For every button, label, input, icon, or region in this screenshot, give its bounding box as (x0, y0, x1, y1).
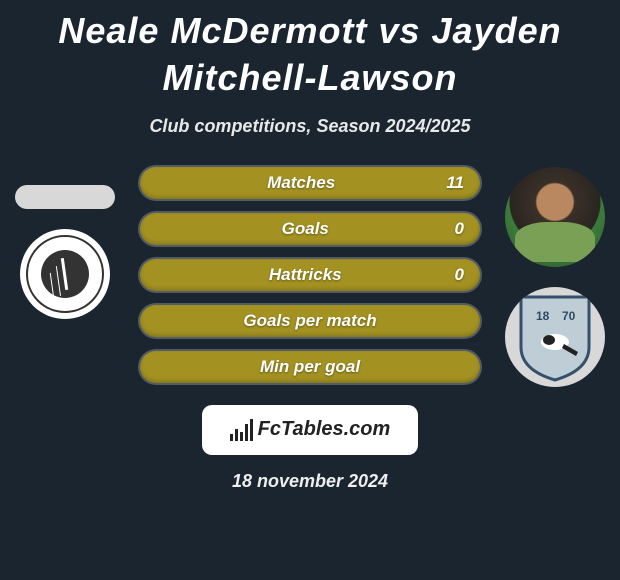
stat-value: 11 (446, 173, 464, 193)
player-right-column: 18 70 (500, 167, 610, 387)
svg-text:70: 70 (562, 309, 576, 323)
stat-bar-goals-per-match: Goals per match (140, 305, 480, 337)
page-title: Neale McDermott vs Jayden Mitchell-Lawso… (0, 0, 620, 102)
date-text: 18 november 2024 (0, 471, 620, 492)
brand-text: FcTables.com (258, 418, 391, 441)
player-right-avatar (505, 167, 605, 267)
stat-bar-min-per-goal: Min per goal (140, 351, 480, 383)
stat-label: Hattricks (156, 265, 455, 285)
subtitle: Club competitions, Season 2024/2025 (0, 116, 620, 137)
bar-chart-icon (230, 419, 252, 441)
brand-badge: FcTables.com (202, 405, 418, 455)
stat-label: Goals (156, 219, 455, 239)
stat-label: Goals per match (243, 311, 376, 331)
stat-label: Matches (156, 173, 446, 193)
stat-label: Min per goal (260, 357, 360, 377)
player-left-avatar (15, 185, 115, 209)
stat-value: 0 (455, 265, 464, 285)
club-logo-gateshead (20, 229, 110, 319)
club-logo-right: 18 70 (505, 287, 605, 387)
stats-list: Matches 11 Goals 0 Hattricks 0 Goals per… (140, 167, 480, 383)
comparison-panel: 18 70 Matches 11 Goals 0 Hattricks 0 Goa… (0, 167, 620, 492)
stat-bar-hattricks: Hattricks 0 (140, 259, 480, 291)
stat-bar-goals: Goals 0 (140, 213, 480, 245)
shield-icon: 18 70 (516, 292, 594, 382)
player-left-column (10, 167, 120, 319)
svg-text:18: 18 (536, 309, 550, 323)
stat-value: 0 (455, 219, 464, 239)
stat-bar-matches: Matches 11 (140, 167, 480, 199)
